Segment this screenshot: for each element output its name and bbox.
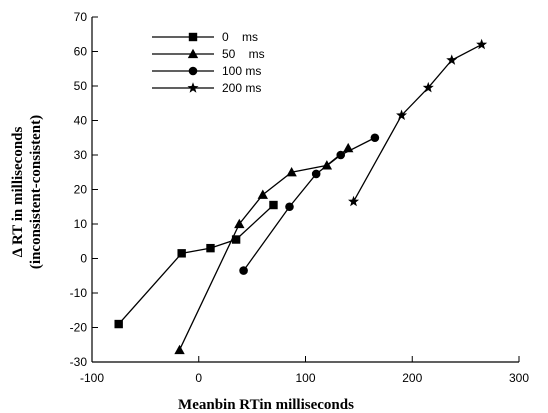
y-tick-label: 30: [74, 148, 88, 162]
square-marker: [114, 319, 123, 329]
y-tick-label: 40: [74, 114, 88, 128]
x-tick-label: 300: [509, 371, 529, 385]
square-marker: [231, 235, 241, 244]
x-axis-title: Meanbin RTin milliseconds: [178, 397, 354, 413]
triangle-marker: [257, 189, 268, 199]
triangle-marker: [187, 48, 199, 59]
y-tick-label: -20: [70, 321, 88, 335]
square-marker: [269, 200, 278, 210]
circle-marker: [239, 266, 248, 275]
y-tick-label: 60: [74, 45, 88, 59]
square-marker: [188, 32, 198, 42]
series-triangle: [174, 142, 354, 355]
series-line: [352, 44, 482, 202]
triangle-marker: [286, 167, 297, 177]
star-marker: [348, 195, 360, 207]
circle-marker: [188, 66, 198, 76]
x-tick-label: -100: [80, 371, 104, 385]
circle-marker: [285, 202, 294, 212]
star-marker: [187, 82, 199, 93]
legend-item: 0 ms: [152, 30, 258, 44]
square-marker: [177, 249, 186, 258]
circle-marker: [370, 133, 380, 143]
x-tick-label: 200: [402, 371, 422, 385]
legend-label: 100 ms: [222, 64, 261, 78]
y-tick-label: 10: [74, 217, 88, 231]
series-line: [118, 204, 274, 325]
y-axis-subtitle: (inconsistent-consistent): [28, 115, 44, 269]
star-marker: [446, 54, 458, 65]
star-marker: [476, 38, 488, 50]
legend-item: 50 ms: [152, 47, 265, 61]
legend-label: 50 ms: [222, 47, 265, 61]
legend-item: 200 ms: [152, 81, 261, 95]
series-square: [114, 200, 278, 329]
y-tick-label: -10: [70, 286, 88, 300]
triangle-marker: [174, 344, 185, 355]
triangle-marker: [234, 218, 245, 229]
legend-item: 100 ms: [152, 64, 261, 78]
y-tick-label: -30: [70, 355, 88, 369]
y-tick-label: 70: [74, 10, 88, 24]
y-axis-title: Δ RT in milliseconds: [10, 126, 26, 257]
series-layer: [114, 38, 488, 355]
y-tick-label: 50: [74, 79, 88, 93]
y-tick-label: 0: [80, 252, 87, 266]
legend-label: 200 ms: [222, 81, 261, 95]
series-star: [348, 38, 488, 207]
star-marker: [422, 81, 434, 93]
square-marker: [206, 243, 215, 253]
circle-marker: [311, 169, 321, 179]
legend-label: 0 ms: [222, 30, 258, 44]
x-tick-label: 100: [295, 371, 315, 385]
star-marker: [396, 109, 408, 121]
x-tick-label: 0: [195, 371, 202, 385]
circle-marker: [336, 150, 346, 160]
legend: 0 ms 50 ms 100 ms 200 ms: [152, 30, 265, 95]
series-circle: [239, 133, 380, 275]
y-tick-label: 20: [74, 183, 88, 197]
